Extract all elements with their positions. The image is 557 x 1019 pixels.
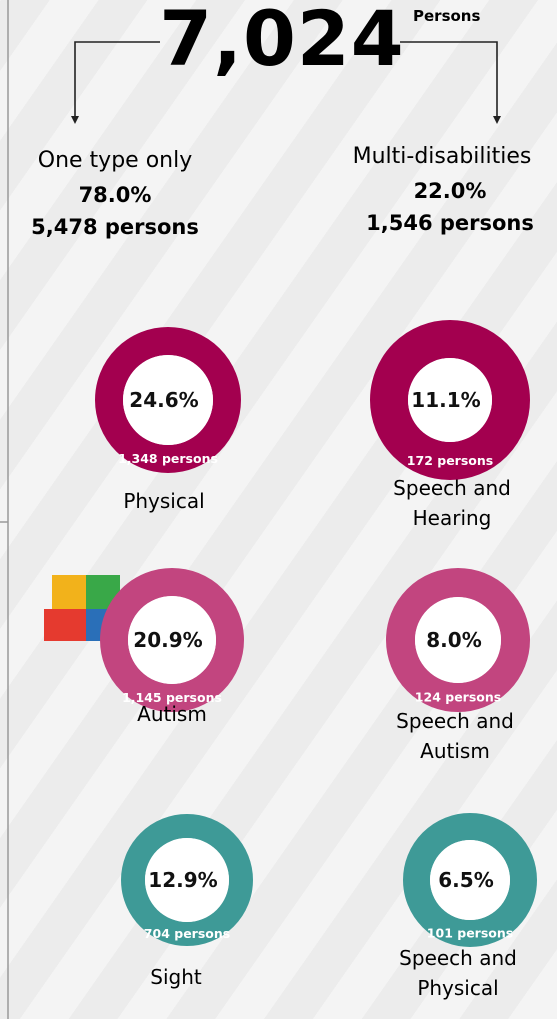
total-unit: Persons	[413, 7, 481, 25]
donut-ring	[370, 320, 530, 480]
donut-ring	[100, 568, 244, 712]
item-persons: 172 persons	[407, 453, 493, 468]
item-persons: 1,145 persons	[122, 690, 222, 705]
arrow-left	[71, 116, 79, 124]
item-name: Speech and Hearing	[393, 476, 511, 530]
donut-hole	[128, 596, 216, 684]
item-percent: 11.1%	[411, 388, 480, 412]
donut-hole	[415, 597, 501, 683]
donut-ring	[95, 327, 241, 473]
item-persons: 1,348 persons	[118, 451, 218, 466]
donut-hole	[145, 838, 229, 922]
item-name: Sight	[150, 965, 202, 989]
bracket-left	[74, 41, 160, 118]
item-name: Speech and Physical	[399, 946, 517, 1000]
donut-ring	[386, 568, 530, 712]
group-title: One type only	[37, 148, 193, 173]
group-title: Multi-disabilities	[352, 144, 532, 169]
donut-ring	[121, 814, 253, 946]
group-percent: 22.0%	[413, 179, 487, 203]
item-percent: 8.0%	[426, 628, 481, 652]
donut-hole	[408, 358, 492, 442]
arrow-right	[493, 116, 501, 124]
total: 7,024	[159, 0, 405, 83]
item-name: Physical	[123, 489, 205, 513]
bracket-right	[400, 41, 498, 118]
item-persons: 101 persons	[427, 926, 513, 941]
item-name: Speech and Autism	[396, 709, 514, 763]
item-percent: 20.9%	[133, 628, 202, 652]
item-percent: 24.6%	[129, 388, 198, 412]
group-persons: 5,478 persons	[31, 215, 199, 239]
donut-hole	[430, 840, 510, 920]
item-persons: 704 persons	[144, 926, 230, 941]
item-persons: 124 persons	[415, 690, 501, 705]
group-percent: 78.0%	[78, 183, 152, 207]
donut-hole	[123, 355, 213, 445]
group-persons: 1,546 persons	[366, 211, 534, 235]
item-percent: 6.5%	[438, 868, 493, 892]
item-name: Autism	[137, 702, 207, 726]
donut-ring	[403, 813, 537, 947]
item-percent: 12.9%	[148, 868, 217, 892]
